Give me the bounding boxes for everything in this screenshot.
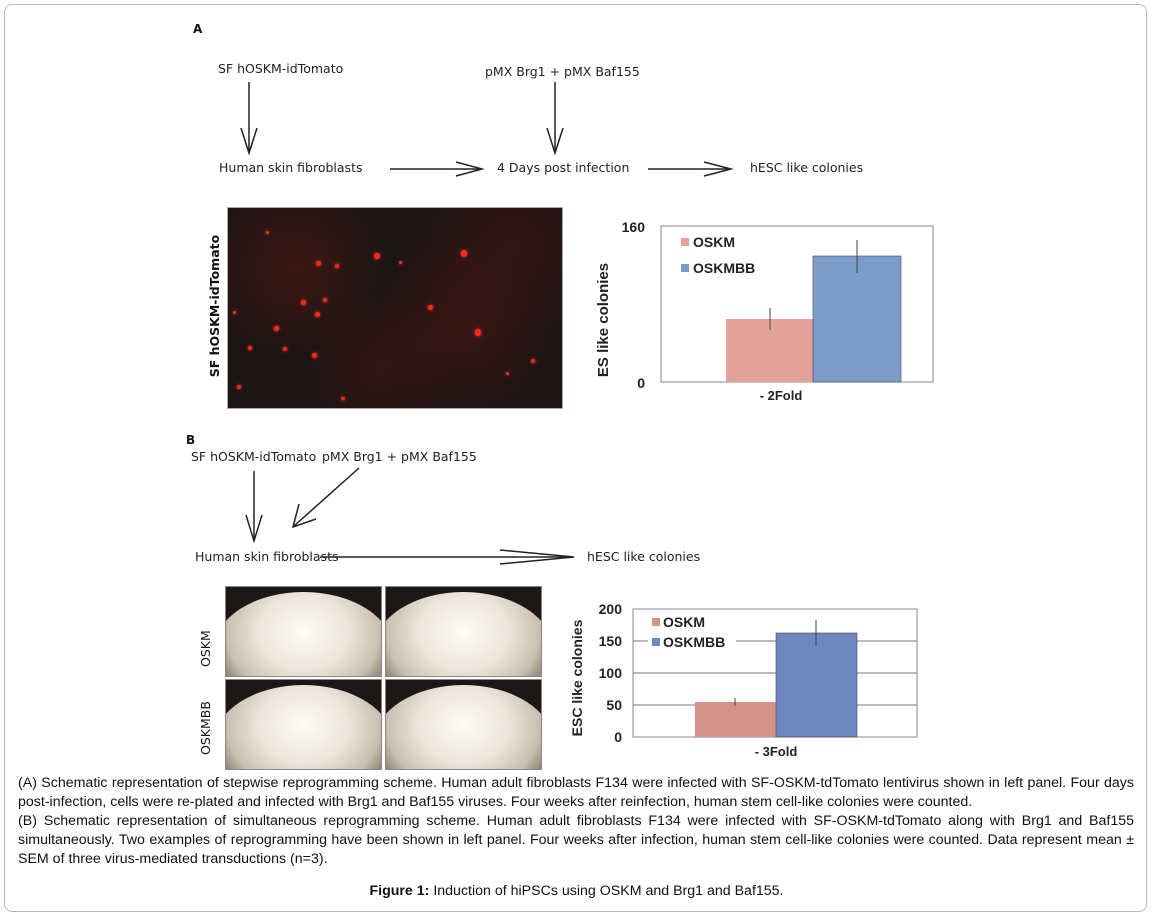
chart-b-bar-oskmbb [775,632,858,738]
chart-a-ylabel: ES like colonies [595,263,612,377]
fluorescence-micrograph [227,207,563,409]
chart-b-ylabel: ESC like colonies [569,619,585,736]
chart-a-legend-oskm: OSKM [693,234,735,250]
chart-a-legend-oskmbb: OSKMBB [693,260,755,276]
dish-image-oskmbb-2 [385,679,542,770]
chart-b-xlabel: - 3Fold [755,744,798,759]
panel-a-step-hesc-colonies: hESC like colonies [750,160,864,175]
chart-a-xlabel: - 2Fold [760,388,803,403]
panel-b-letter: B [186,433,196,447]
panel-b-row-label-oskmbb: OSKMBB [198,701,213,755]
figure-label: Figure 1: [369,883,430,899]
dish-image-oskm-2 [385,586,542,677]
panel-b-row-label-oskm: OSKM [198,630,213,667]
chart-b-ytick-200: 200 [599,601,623,617]
caption-paragraph-b: (B) Schematic representation of simultan… [18,813,1134,867]
panel-a-input-oskm: SF hOSKM-idTomato [218,61,344,76]
panel-a-image-label: SF hOSKM-idTomato [207,234,222,378]
panel-a-step-fibroblasts: Human skin fibroblasts [219,160,363,175]
figure-frame [4,4,1147,912]
chart-b-ytick-150: 150 [599,633,623,649]
chart-b-bar-oskm [695,702,776,737]
chart-a-bar-oskmbb [812,255,902,383]
chart-b-ytick-100: 100 [599,665,623,681]
figure-title: Figure 1: Induction of hiPSCs using OSKM… [0,883,1153,899]
panel-b-step-fibroblasts: Human skin fibroblasts [195,549,339,564]
dish-image-oskmbb-1 [225,679,382,770]
dish-image-oskm-1 [225,586,382,677]
chart-a-ytick-160: 160 [622,219,646,235]
panel-a-input-brg1-baf155: pMX Brg1 + pMX Baf155 [485,64,640,79]
chart-b-ytick-0: 0 [614,729,622,745]
panel-b-input-oskm: SF hOSKM-idTomato [191,449,317,464]
chart-b-ytick-50: 50 [606,697,622,713]
chart-b-legend-oskmbb: OSKMBB [663,634,725,650]
figure-caption: (A) Schematic representation of stepwise… [18,774,1134,869]
panel-a-bar-chart: ES like colonies 160 0 OSKM OSKMBB - 2Fo… [595,219,934,403]
panel-b-step-hesc-colonies: hESC like colonies [587,549,701,564]
panel-b-arrows [245,467,575,565]
figure-title-text: Induction of hiPSCs using OSKM and Brg1 … [429,883,784,899]
panel-a-letter: A [193,22,203,36]
chart-b-legend-oskm: OSKM [663,614,705,630]
panel-a-step-4days: 4 Days post infection [497,160,630,175]
panel-b-bar-chart: ESC like colonies 200 150 100 50 0 OSKM … [569,601,918,759]
caption-paragraph-a: (A) Schematic representation of stepwise… [18,775,1134,810]
panel-b-input-brg1-baf155: pMX Brg1 + pMX Baf155 [322,449,477,464]
chart-a-ytick-0: 0 [637,375,645,391]
panel-a-arrows [240,82,734,177]
